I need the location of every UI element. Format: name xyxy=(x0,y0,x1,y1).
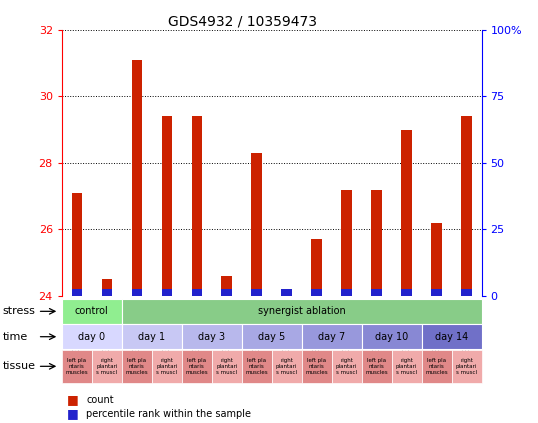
Text: day 5: day 5 xyxy=(258,332,285,342)
Text: left pla
ntaris
muscles: left pla ntaris muscles xyxy=(125,358,148,375)
Bar xyxy=(222,289,232,296)
Bar xyxy=(62,350,92,383)
Bar xyxy=(431,223,442,296)
Bar xyxy=(92,350,122,383)
Text: right
plantari
s muscl: right plantari s muscl xyxy=(456,358,477,375)
Text: day 14: day 14 xyxy=(435,332,468,342)
Bar xyxy=(102,280,112,296)
Text: left pla
ntaris
muscles: left pla ntaris muscles xyxy=(425,358,448,375)
Text: day 1: day 1 xyxy=(138,332,165,342)
Text: count: count xyxy=(86,395,114,405)
Bar xyxy=(152,350,182,383)
Bar xyxy=(122,350,152,383)
Bar xyxy=(362,350,392,383)
Bar xyxy=(132,60,142,296)
Text: day 3: day 3 xyxy=(198,332,225,342)
Bar xyxy=(242,324,302,349)
Bar xyxy=(281,289,292,296)
Bar xyxy=(392,350,422,383)
Bar xyxy=(62,324,122,349)
Bar xyxy=(251,153,262,296)
Bar xyxy=(302,324,362,349)
Bar xyxy=(212,350,242,383)
Bar xyxy=(422,324,482,349)
Text: right
plantari
s muscl: right plantari s muscl xyxy=(96,358,117,375)
Text: right
plantari
s muscl: right plantari s muscl xyxy=(276,358,298,375)
Bar xyxy=(192,289,202,296)
Text: GDS4932 / 10359473: GDS4932 / 10359473 xyxy=(168,15,316,29)
Bar xyxy=(342,190,352,296)
Bar xyxy=(161,116,172,296)
Bar xyxy=(461,289,472,296)
Bar xyxy=(371,190,382,296)
Bar xyxy=(451,350,482,383)
Text: time: time xyxy=(3,332,28,342)
Bar xyxy=(461,116,472,296)
Text: left pla
ntaris
muscles: left pla ntaris muscles xyxy=(66,358,88,375)
Bar xyxy=(312,289,322,296)
Text: ■: ■ xyxy=(67,393,79,406)
Bar xyxy=(251,289,262,296)
Bar xyxy=(192,116,202,296)
Bar xyxy=(302,350,331,383)
Bar xyxy=(331,350,362,383)
Bar xyxy=(132,289,142,296)
Bar xyxy=(362,324,422,349)
Bar xyxy=(62,299,122,324)
Bar xyxy=(371,289,382,296)
Text: right
plantari
s muscl: right plantari s muscl xyxy=(156,358,178,375)
Bar xyxy=(161,289,172,296)
Bar xyxy=(431,289,442,296)
Text: stress: stress xyxy=(3,306,36,316)
Text: percentile rank within the sample: percentile rank within the sample xyxy=(86,409,251,419)
Bar xyxy=(122,299,482,324)
Text: day 7: day 7 xyxy=(318,332,345,342)
Bar xyxy=(182,324,242,349)
Bar xyxy=(72,289,82,296)
Bar xyxy=(242,350,272,383)
Text: left pla
ntaris
muscles: left pla ntaris muscles xyxy=(306,358,328,375)
Text: right
plantari
s muscl: right plantari s muscl xyxy=(396,358,417,375)
Bar xyxy=(342,289,352,296)
Text: synergist ablation: synergist ablation xyxy=(258,306,345,316)
Text: left pla
ntaris
muscles: left pla ntaris muscles xyxy=(186,358,208,375)
Text: left pla
ntaris
muscles: left pla ntaris muscles xyxy=(245,358,268,375)
Text: right
plantari
s muscl: right plantari s muscl xyxy=(216,358,237,375)
Text: day 0: day 0 xyxy=(79,332,105,342)
Text: right
plantari
s muscl: right plantari s muscl xyxy=(336,358,357,375)
Text: control: control xyxy=(75,306,109,316)
Text: ■: ■ xyxy=(67,407,79,420)
Bar xyxy=(401,289,412,296)
Bar xyxy=(401,129,412,296)
Bar xyxy=(281,289,292,296)
Bar xyxy=(182,350,212,383)
Bar xyxy=(122,324,182,349)
Text: day 10: day 10 xyxy=(375,332,408,342)
Text: tissue: tissue xyxy=(3,361,36,371)
Text: left pla
ntaris
muscles: left pla ntaris muscles xyxy=(365,358,388,375)
Bar xyxy=(222,276,232,296)
Bar xyxy=(102,289,112,296)
Bar xyxy=(272,350,302,383)
Bar xyxy=(72,193,82,296)
Bar xyxy=(312,239,322,296)
Bar xyxy=(422,350,451,383)
